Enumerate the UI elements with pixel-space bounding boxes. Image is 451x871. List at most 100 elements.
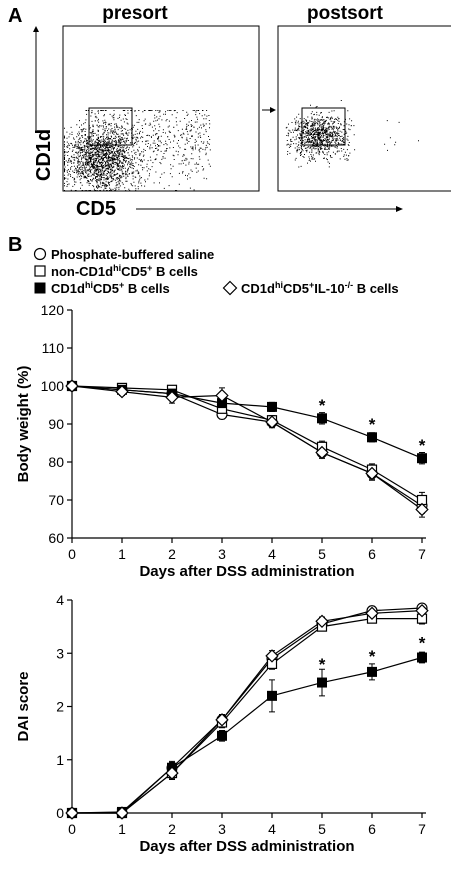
y-tick-label: 90 [48,416,64,432]
x-tick-label: 3 [218,821,226,837]
data-point-filled-square [417,453,427,464]
x-axis-label: Days after DSS administration [139,563,354,580]
data-point-open-diamond [265,649,279,663]
data-point-open-diamond [315,445,329,460]
series-line-filled-square [71,385,423,459]
cd5-axis-label: CD5 [76,198,116,220]
x-tick-label: 1 [118,546,126,562]
x-tick-label: 7 [418,546,426,562]
legend: Phosphate-buffered salinenon-CD1dhiCD5+ … [33,247,399,296]
postsort-event-cloud [285,100,419,168]
panel-a-label: A [8,5,22,27]
data-point-open-diamond [165,766,179,780]
cd5-axis-arrow-head [396,206,403,212]
significance-marker: * [319,655,326,674]
legend-label: CD1dhiCD5+ B cells [51,280,170,296]
legend-label: non-CD1dhiCD5+ B cells [51,263,198,279]
presort-events [64,110,211,191]
significance-marker: * [369,415,376,434]
cd1d-axis-label: CD1d [33,129,55,181]
y-tick-label: 80 [48,454,64,470]
data-point-open-diamond [65,379,79,393]
y-tick-label: 0 [56,805,64,821]
significance-marker: * [369,647,376,666]
body-weight-chart: 60 70 80 90 100 110 120 0 1 2 3 4 5 6 7 Days after DSS … [15,302,429,580]
y-axis-label: DAI score [15,671,32,741]
data-point-open-diamond [315,614,329,628]
data-point-filled-square [317,413,327,424]
series-line-open-square [71,385,423,501]
data-point-open-diamond [265,415,279,429]
x-tick-label: 4 [268,821,276,837]
data-point-open-diamond [115,385,129,399]
presort-title: presort [102,3,168,24]
x-tick-label: 1 [118,821,126,837]
data-point-open-diamond [215,388,229,403]
y-axis-label: Body weight (%) [15,366,32,483]
significance-marker: * [419,634,426,653]
data-point-filled-square [367,666,377,677]
postsort-plot-frame [277,25,451,192]
presort-plot-frame [62,25,260,192]
legend-marker-filled-square [34,282,46,294]
data-point-open-diamond [165,390,179,405]
data-point-filled-square [317,677,327,688]
data-point-filled-square [417,652,427,663]
data-point-filled-square [267,401,277,412]
x-tick-label: 7 [418,821,426,837]
x-tick-label: 3 [218,546,226,562]
series-line-filled-square [71,656,423,814]
significance-marker: * [419,436,426,455]
data-point-filled-square [367,432,377,443]
legend-marker-open-square [34,265,46,277]
data-point-open-diamond [215,713,229,727]
legend-label: Phosphate-buffered saline [51,247,214,262]
y-tick-label: 110 [42,340,65,356]
y-tick-label: 2 [56,699,64,715]
series-line-open-diamond [71,385,423,510]
significance-marker: * [319,396,326,415]
x-tick-label: 5 [318,546,326,562]
x-tick-label: 4 [268,546,276,562]
y-tick-label: 1 [56,752,64,768]
x-tick-label: 5 [318,821,326,837]
legend-marker-open-diamond [222,280,238,296]
x-tick-label: 0 [68,546,76,562]
postsort-events [285,100,419,168]
sort-arrow-head [270,107,276,113]
data-point-filled-square [217,730,227,741]
flow-panel: presort postsort CD1d CD5 [33,3,451,220]
x-tick-label: 2 [168,546,176,562]
y-tick-label: 100 [41,378,65,394]
x-tick-label: 6 [368,821,376,837]
data-point-open-diamond [115,806,129,820]
postsort-title: postsort [307,3,384,24]
y-tick-label: 4 [56,592,64,608]
legend-label: CD1dhiCD5+IL-10-/- B cells [241,280,399,296]
x-axis-label: Days after DSS administration [139,838,354,855]
legend-marker-open-circle [33,247,47,261]
dai-score-chart: 0 1 2 3 4 0 1 2 3 4 5 6 7 Days after DSS administrati… [15,592,429,855]
data-point-open-diamond [365,606,379,621]
data-point-filled-square [267,690,277,701]
presort-event-cloud [64,110,211,191]
series-line-open-circle [71,385,423,507]
y-tick-label: 120 [41,302,65,318]
data-point-open-diamond [415,603,429,618]
cd1d-axis-arrow-head [33,26,39,32]
y-tick-label: 60 [48,530,64,546]
data-point-open-diamond [65,806,79,820]
axes [71,600,426,814]
data-point-open-diamond [415,502,429,517]
series-line-open-diamond [72,610,423,814]
x-tick-label: 6 [368,546,376,562]
y-tick-label: 70 [48,492,64,508]
postsort-gate [301,107,346,146]
panel-b-label: B [8,234,22,256]
x-tick-label: 0 [68,821,76,837]
presort-gate [88,107,133,146]
data-point-open-diamond [365,466,379,481]
y-tick-label: 3 [56,645,64,661]
series-line-open-circle [72,607,423,814]
